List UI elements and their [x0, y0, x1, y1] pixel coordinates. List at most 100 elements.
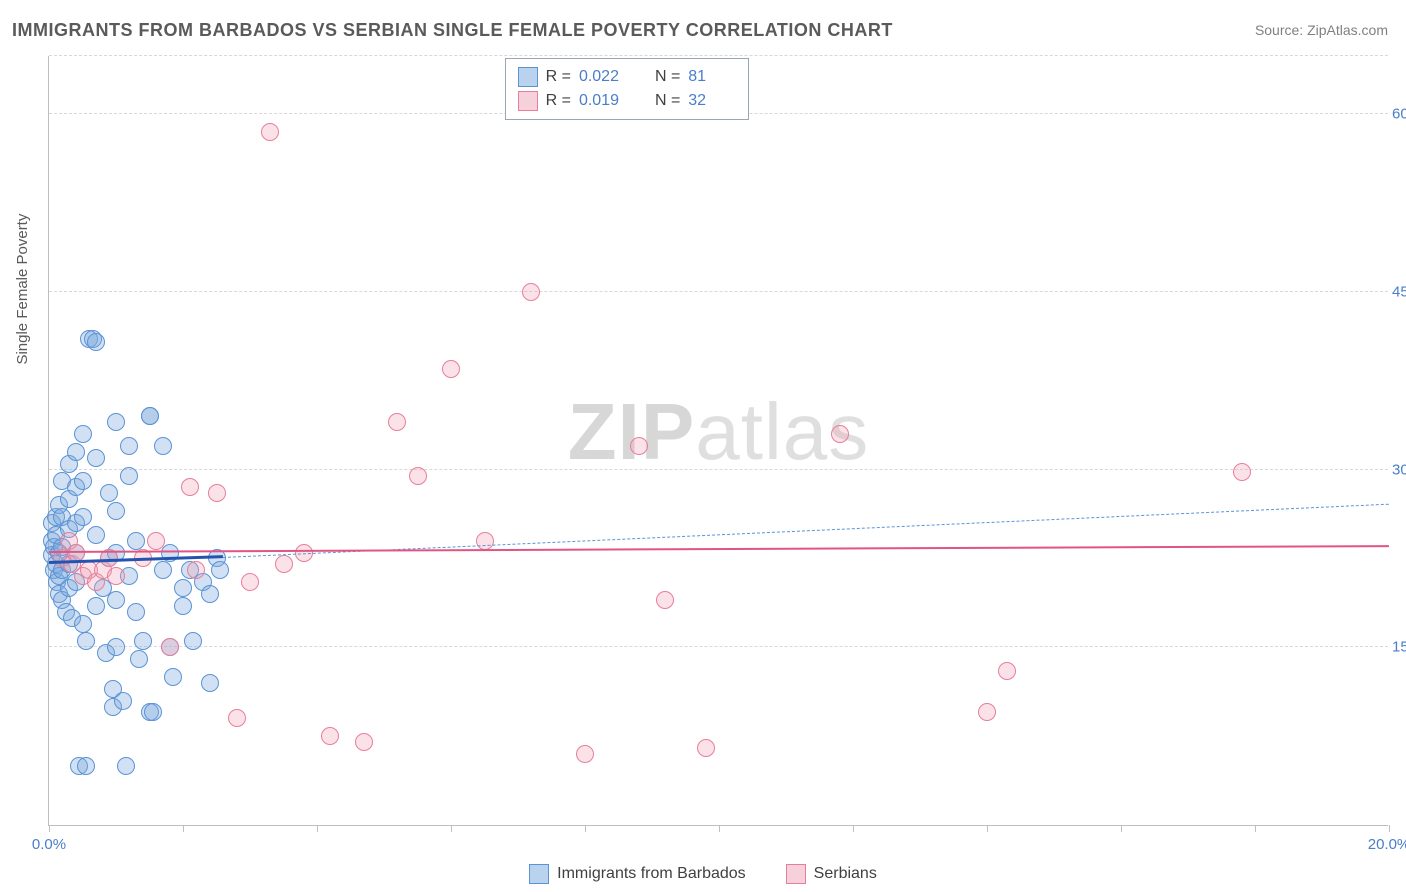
legend-item: Serbians [786, 864, 877, 884]
x-tick [317, 825, 318, 832]
data-point [107, 638, 125, 656]
data-point [107, 413, 125, 431]
correlation-legend-row: R = 0.022 N = 81 [518, 65, 737, 89]
y-tick-label: 30.0% [1392, 461, 1406, 478]
gridline-h [49, 469, 1388, 470]
y-axis-label: Single Female Poverty [14, 214, 31, 365]
data-point [321, 727, 339, 745]
data-point [77, 632, 95, 650]
data-point [87, 597, 105, 615]
data-point [141, 407, 159, 425]
data-point [181, 478, 199, 496]
x-tick [585, 825, 586, 832]
n-label: N = [655, 68, 680, 86]
data-point [174, 597, 192, 615]
legend-swatch [518, 67, 538, 87]
x-tick [49, 825, 50, 832]
data-point [630, 437, 648, 455]
data-point [409, 467, 427, 485]
legend-item: Immigrants from Barbados [529, 864, 746, 884]
watermark: ZIPatlas [568, 385, 869, 477]
data-point [74, 615, 92, 633]
gridline-h [49, 646, 1388, 647]
n-label: N = [655, 92, 680, 110]
data-point [355, 733, 373, 751]
x-tick [987, 825, 988, 832]
data-point [117, 757, 135, 775]
data-point [127, 532, 145, 550]
data-point [107, 591, 125, 609]
legend-label: Immigrants from Barbados [557, 865, 746, 883]
data-point [147, 532, 165, 550]
chart-title: IMMIGRANTS FROM BARBADOS VS SERBIAN SING… [12, 20, 893, 41]
gridline-h [49, 55, 1388, 56]
data-point [201, 585, 219, 603]
data-point [154, 437, 172, 455]
data-point [74, 472, 92, 490]
x-tick [853, 825, 854, 832]
gridline-h [49, 291, 1388, 292]
legend-swatch [529, 864, 549, 884]
data-point [67, 443, 85, 461]
x-tick [1121, 825, 1122, 832]
data-point [388, 413, 406, 431]
data-point [127, 603, 145, 621]
data-point [174, 579, 192, 597]
data-point [184, 632, 202, 650]
data-point [831, 425, 849, 443]
data-point [130, 650, 148, 668]
data-point [164, 668, 182, 686]
x-tick-label: 20.0% [1368, 836, 1406, 853]
data-point [228, 709, 246, 727]
data-point [74, 425, 92, 443]
r-value: 0.019 [579, 92, 627, 110]
data-point [1233, 463, 1251, 481]
x-tick [183, 825, 184, 832]
data-point [77, 757, 95, 775]
data-point [144, 703, 162, 721]
data-point [211, 561, 229, 579]
n-value: 81 [688, 68, 736, 86]
bottom-legend: Immigrants from Barbados Serbians [0, 864, 1406, 884]
data-point [208, 484, 226, 502]
watermark-bold: ZIP [568, 386, 695, 475]
regression-line [49, 545, 1389, 553]
scatter-plot-area: ZIPatlas 15.0%30.0%45.0%60.0%0.0%20.0%R … [48, 56, 1388, 826]
legend-label: Serbians [814, 865, 877, 883]
data-point [87, 449, 105, 467]
data-point [154, 561, 172, 579]
data-point [107, 502, 125, 520]
data-point [576, 745, 594, 763]
data-point [187, 561, 205, 579]
source-prefix: Source: [1255, 22, 1307, 38]
data-point [241, 573, 259, 591]
x-tick [1255, 825, 1256, 832]
data-point [201, 674, 219, 692]
data-point [442, 360, 460, 378]
data-point [656, 591, 674, 609]
data-point [114, 692, 132, 710]
data-point [74, 508, 92, 526]
correlation-legend-row: R =0.019N =32 [518, 89, 737, 113]
y-tick-label: 45.0% [1392, 283, 1406, 300]
data-point [697, 739, 715, 757]
data-point [978, 703, 996, 721]
data-point [87, 333, 105, 351]
r-label: R = [546, 68, 571, 86]
data-point [275, 555, 293, 573]
r-label: R = [546, 92, 571, 110]
x-tick [1389, 825, 1390, 832]
x-tick [719, 825, 720, 832]
data-point [87, 526, 105, 544]
data-point [998, 662, 1016, 680]
data-point [476, 532, 494, 550]
y-tick-label: 15.0% [1392, 639, 1406, 656]
legend-swatch [786, 864, 806, 884]
legend-swatch [518, 91, 538, 111]
x-tick-label: 0.0% [32, 836, 66, 853]
y-tick-label: 60.0% [1392, 106, 1406, 123]
data-point [522, 283, 540, 301]
data-point [100, 484, 118, 502]
r-value: 0.022 [579, 68, 627, 86]
data-point [120, 467, 138, 485]
